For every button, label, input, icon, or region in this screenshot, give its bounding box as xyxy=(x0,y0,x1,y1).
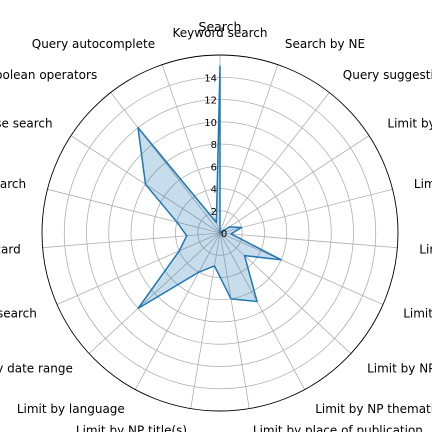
category-label: Limit by place of publication xyxy=(253,423,423,432)
category-label: Limit by NP title(s) xyxy=(76,423,187,432)
category-label: Boolean operators xyxy=(0,68,97,82)
category-label: Limit by NP segments / zones xyxy=(367,362,432,376)
category-label: Limit by date range xyxy=(0,362,73,376)
category-label: Query suggestion xyxy=(343,68,432,82)
radial-tick-label: 2 xyxy=(211,207,217,218)
category-label: Wild card xyxy=(0,243,21,257)
category-label: Query autocomplete xyxy=(32,37,155,51)
category-label: Fuzzy search xyxy=(0,177,26,191)
category-label: Limit by license/accessibility xyxy=(387,117,432,131)
category-label: Keyword search xyxy=(173,26,268,40)
category-label: Proximity search xyxy=(0,306,37,320)
category-label: Limit by archival library xyxy=(414,177,432,191)
radial-tick-label: 14 xyxy=(204,73,217,84)
grid-spoke xyxy=(220,65,278,233)
category-label: Phrase search xyxy=(0,117,53,131)
grid-spoke xyxy=(220,189,393,233)
radial-tick-label: 8 xyxy=(211,140,217,151)
category-label: Limit by article length xyxy=(419,243,432,257)
radial-tick-label: 4 xyxy=(211,185,217,196)
radial-tick-label: 10 xyxy=(204,118,217,129)
category-label: Limit by language xyxy=(17,402,125,416)
category-label: Search by NE xyxy=(285,37,365,51)
category-label: Limit by NP thematic (from metadata) xyxy=(315,402,432,416)
radial-tick-label: 0 xyxy=(221,229,227,240)
radial-tick-label: 12 xyxy=(204,96,217,107)
category-label: Limit by article category xyxy=(403,306,432,320)
grid-spoke xyxy=(220,93,329,233)
radial-tick-label: 6 xyxy=(211,162,217,173)
